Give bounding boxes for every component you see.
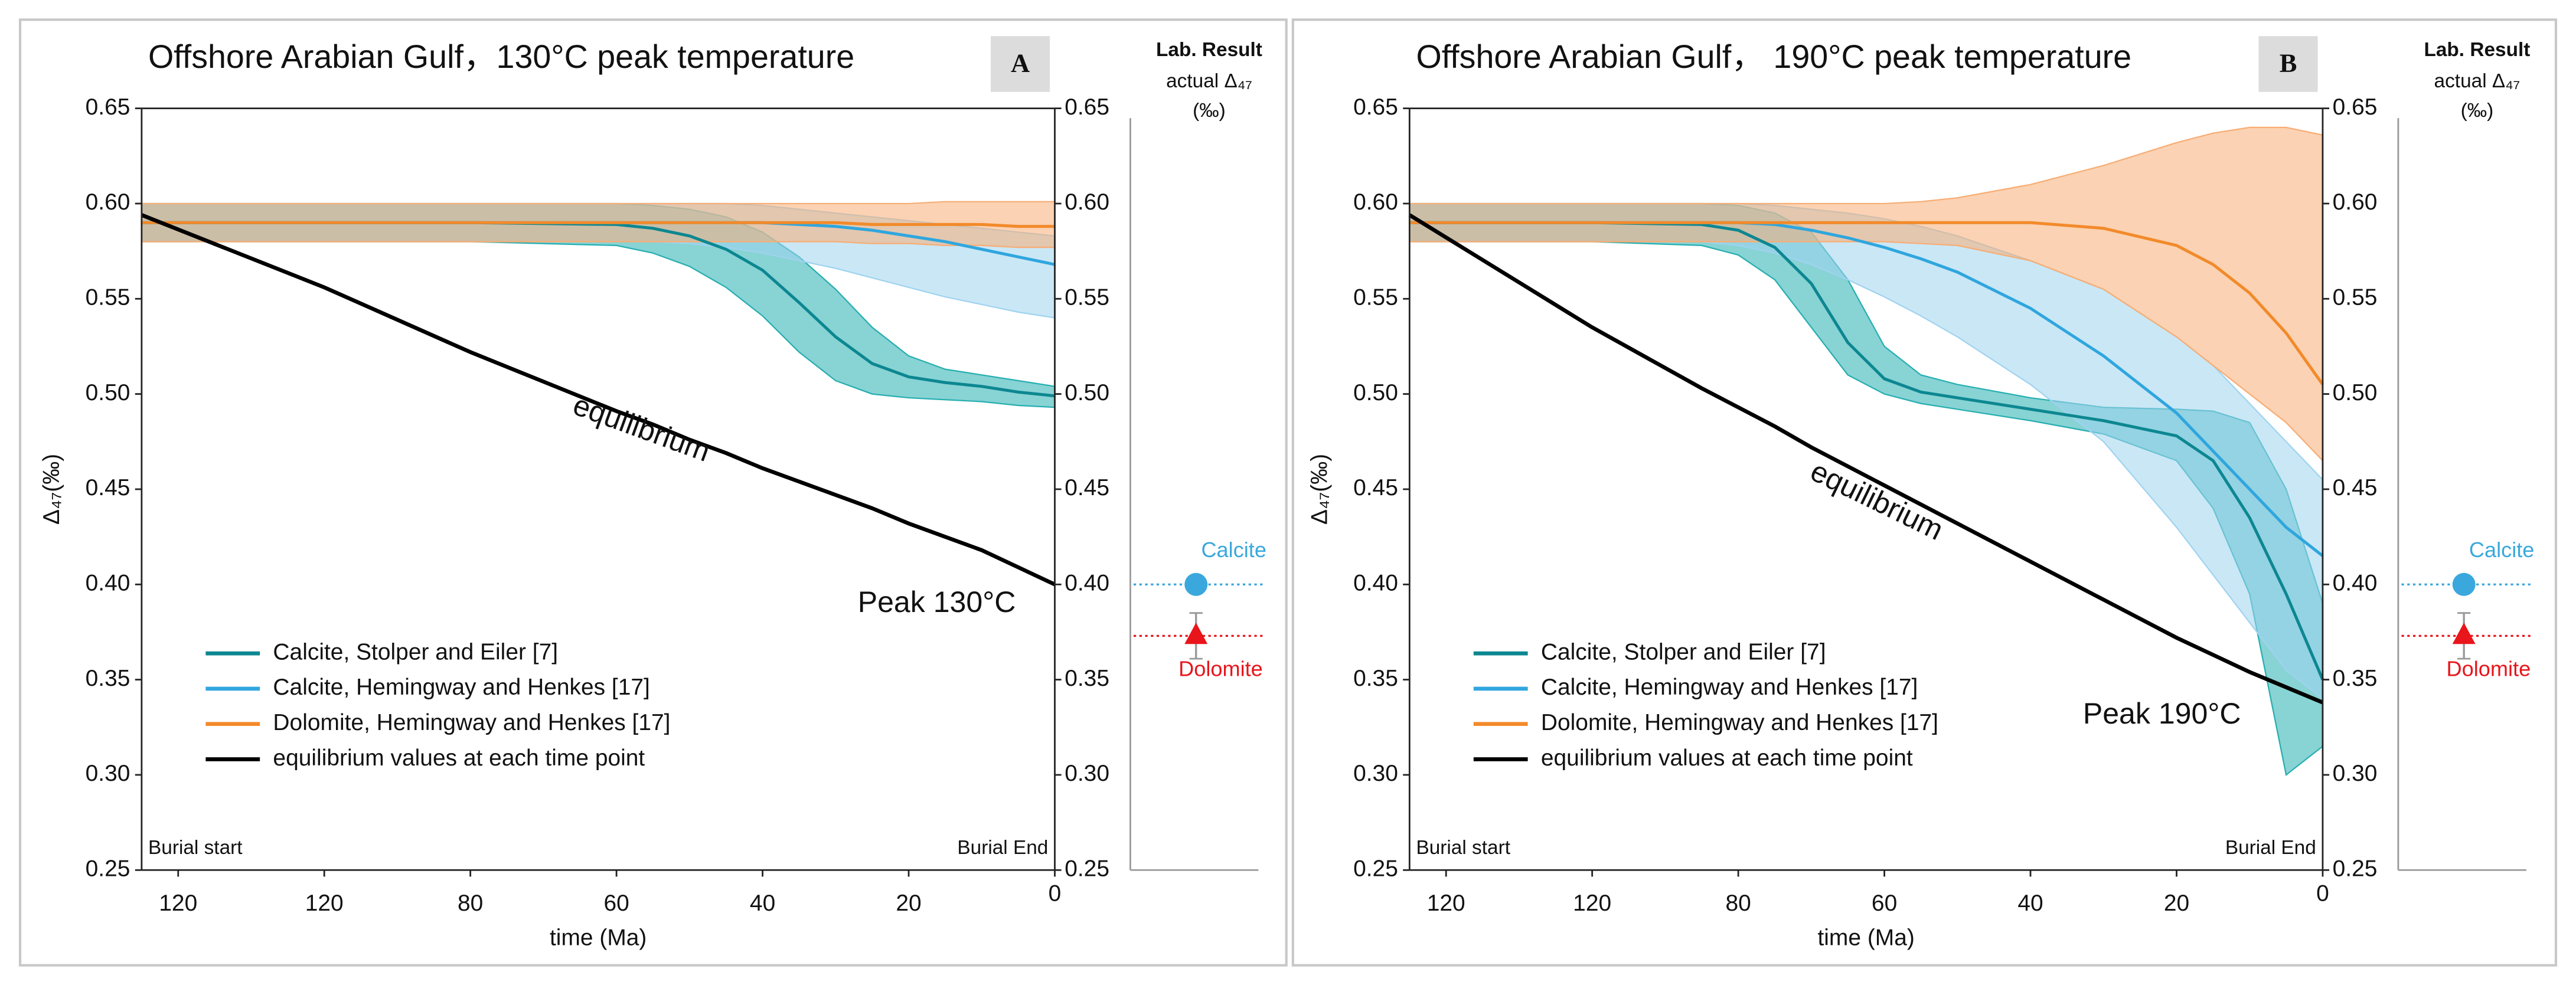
legend-label: Calcite, Hemingway and Henkes [17] [1541, 675, 1918, 700]
series-line [1409, 221, 2324, 385]
y2-tick-label: 0.35 [2333, 666, 2378, 691]
y-tick-label: 0.40 [1353, 571, 1398, 596]
y2-tick-label: 0.65 [1065, 94, 1109, 120]
lab-point-label: Dolomite [2447, 656, 2531, 680]
y2-tick-label: 0.40 [2333, 571, 2378, 596]
panel-frame [18, 18, 1288, 967]
x-tick-label: 60 [1872, 891, 1897, 916]
annotation: Burial start [1416, 837, 1510, 859]
panel-label: A [1011, 48, 1030, 77]
panel-label-box [991, 36, 1050, 92]
y2-tick-label: 0.50 [1065, 380, 1109, 405]
y2-tick-label: 0.35 [1065, 666, 1109, 691]
y2-tick-label: 0.25 [1065, 856, 1109, 882]
lab-unit: (‰) [2461, 100, 2494, 122]
x-tick-label: 80 [1725, 891, 1751, 916]
lab-point [1184, 572, 1208, 596]
legend-label: Calcite, Stolper and Eiler [7] [1541, 639, 1826, 665]
panel-frame [1291, 18, 2558, 967]
lab-subtitle: actual Δ₄₇ [1166, 70, 1252, 92]
lab-point-label: Calcite [1201, 538, 1266, 562]
series-line [1408, 213, 2324, 705]
y-tick-label: 0.45 [1353, 475, 1398, 500]
lab-point-label: Calcite [2469, 538, 2535, 562]
x-tick-label: 20 [896, 891, 921, 916]
x-tick-label: 120 [1573, 891, 1611, 916]
x-tick-label: 120 [305, 891, 344, 916]
panel: 0.25 0.25 0.30 0.30 0.35 0.35 0.40 0.40 0.45 0.45… [1291, 18, 2558, 967]
y-tick-label: 0.35 [1353, 666, 1398, 691]
x-tick-label: 120 [159, 891, 197, 916]
y-tick-label: 0.65 [86, 94, 130, 120]
y2-tick-label: 0.55 [2333, 285, 2378, 310]
y-tick-label: 0.30 [86, 761, 130, 786]
x-tick-label: 120 [1427, 891, 1465, 916]
x-tick-label: 80 [458, 891, 483, 916]
chart-title: Offshore Arabian Gulf，130°C peak tempera… [148, 38, 854, 75]
x-tick-label: 40 [2017, 891, 2043, 916]
y-tick-label: 0.35 [86, 666, 130, 691]
y2-tick-label: 0.65 [2333, 94, 2378, 120]
lab-point [2452, 623, 2476, 644]
series-line [1409, 221, 2324, 680]
y-tick-label: 0.60 [1353, 189, 1398, 215]
y-tick-label: 0.40 [86, 571, 130, 596]
annotation: Burial End [2225, 837, 2316, 859]
legend-label: Dolomite, Hemingway and Henkes [17] [273, 710, 670, 735]
annotation: Peak 190°C [2083, 697, 2241, 730]
legend-label: Calcite, Stolper and Eiler [7] [273, 639, 558, 665]
y2-tick-label: 0.50 [2333, 380, 2378, 405]
lab-title: Lab. Result [1156, 39, 1262, 61]
y-tick-label: 0.50 [1353, 380, 1398, 405]
y-tick-label: 0.45 [86, 475, 130, 500]
legend-label: equilibrium values at each time point [273, 745, 645, 771]
y-tick-label: 0.65 [1353, 94, 1398, 120]
lab-point [2452, 572, 2476, 596]
x-tick-label: 0 [1049, 881, 1062, 906]
x-axis-label: time (Ma) [550, 925, 647, 950]
y2-tick-label: 0.45 [1065, 475, 1109, 500]
legend-label: equilibrium values at each time point [1541, 745, 1913, 771]
lab-point-label: Dolomite [1178, 656, 1263, 680]
x-tick-label: 20 [2164, 891, 2189, 916]
legend-label: Dolomite, Hemingway and Henkes [17] [1541, 710, 1938, 735]
y2-tick-label: 0.30 [1065, 761, 1109, 786]
y2-tick-label: 0.30 [2333, 761, 2378, 786]
annotation: Peak 130°C [858, 585, 1016, 619]
y-tick-label: 0.30 [1353, 761, 1398, 786]
y2-tick-label: 0.55 [1065, 285, 1109, 310]
y-tick-label: 0.25 [1353, 856, 1398, 882]
series-line [141, 213, 1056, 587]
panel-label-box [2258, 36, 2318, 92]
y-tick-label: 0.50 [86, 380, 130, 405]
x-tick-label: 0 [2316, 881, 2329, 906]
lab-subtitle: actual Δ₄₇ [2434, 70, 2521, 92]
y2-tick-label: 0.45 [2333, 475, 2378, 500]
panel-label: B [2280, 48, 2297, 77]
y2-tick-label: 0.60 [2333, 189, 2378, 215]
legend-label: Calcite, Hemingway and Henkes [17] [273, 675, 649, 700]
x-axis-label: time (Ma) [1817, 925, 1914, 950]
annotation: Burial start [148, 837, 243, 859]
y-tick-label: 0.60 [86, 189, 130, 215]
chart-title: Offshore Arabian Gulf， 190°C peak temper… [1416, 38, 2131, 75]
series-line [141, 221, 1055, 228]
y-tick-label: 0.25 [86, 856, 130, 882]
lab-title: Lab. Result [2424, 39, 2530, 61]
y-tick-label: 0.55 [86, 285, 130, 310]
x-tick-label: 40 [750, 891, 775, 916]
y-axis-label: Δ₄₇(‰) [39, 454, 64, 525]
lab-unit: (‰) [1193, 100, 1226, 122]
y2-tick-label: 0.40 [1065, 571, 1109, 596]
y-tick-label: 0.55 [1353, 285, 1398, 310]
x-tick-label: 60 [603, 891, 629, 916]
y2-tick-label: 0.60 [1065, 189, 1109, 215]
y-axis-label: Δ₄₇(‰) [1307, 454, 1332, 525]
lab-point [1184, 623, 1208, 644]
annotation: Burial End [957, 837, 1048, 859]
y2-tick-label: 0.25 [2333, 856, 2378, 882]
